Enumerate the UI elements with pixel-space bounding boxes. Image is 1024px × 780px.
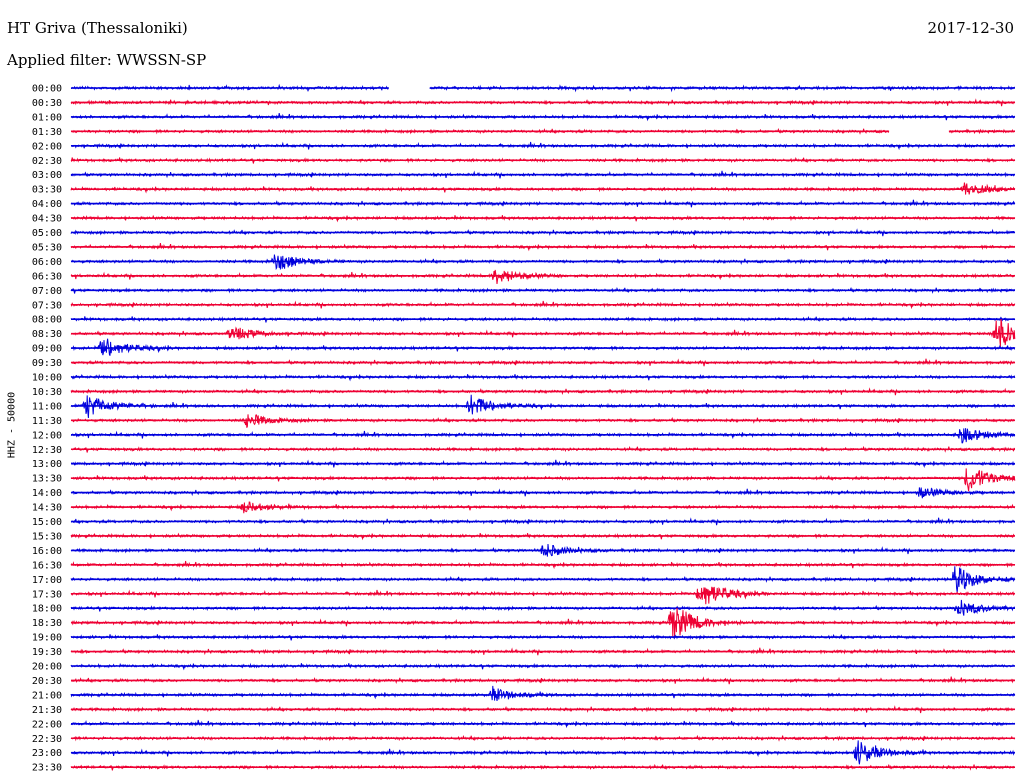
trace-time-label: 23:00 xyxy=(32,748,62,759)
trace-time-label: 05:00 xyxy=(32,228,62,239)
trace-time-label: 07:30 xyxy=(32,300,62,311)
trace-time-label: 07:00 xyxy=(32,286,62,297)
station-title: HT Griva (Thessaloniki) xyxy=(7,19,188,37)
trace-time-label: 03:30 xyxy=(32,185,62,196)
filter-label: Applied filter: WWSSN-SP xyxy=(7,51,207,69)
trace-time-label: 00:00 xyxy=(32,84,62,95)
trace-time-label: 13:00 xyxy=(32,459,62,470)
trace-time-label: 19:30 xyxy=(32,647,62,658)
seismic-trace xyxy=(70,269,1016,285)
seismic-trace xyxy=(70,338,1016,356)
trace-time-label: 14:00 xyxy=(32,488,62,499)
trace-time-label: 04:00 xyxy=(32,199,62,210)
trace-time-label: 17:00 xyxy=(32,575,62,586)
trace-time-label: 11:30 xyxy=(32,416,62,427)
trace-time-label: 06:00 xyxy=(32,257,62,268)
trace-time-label: 00:30 xyxy=(32,98,62,109)
trace-time-label: 21:30 xyxy=(32,705,62,716)
trace-time-label: 12:00 xyxy=(32,430,62,441)
trace-time-label: 06:30 xyxy=(32,271,62,282)
trace-time-label: 16:30 xyxy=(32,560,62,571)
seismic-trace xyxy=(70,685,1016,702)
trace-time-label: 09:00 xyxy=(32,344,62,355)
trace-time-label: 18:00 xyxy=(32,604,62,615)
trace-time-label: 22:00 xyxy=(32,719,62,730)
trace-time-label: 01:00 xyxy=(32,112,62,123)
trace-time-label: 04:30 xyxy=(32,214,62,225)
trace-time-label: 16:00 xyxy=(32,546,62,557)
trace-time-label: 09:30 xyxy=(32,358,62,369)
trace-time-label: 15:30 xyxy=(32,531,62,542)
trace-time-label: 10:30 xyxy=(32,387,62,398)
trace-time-label: 13:30 xyxy=(32,474,62,485)
trace-time-label: 08:30 xyxy=(32,329,62,340)
trace-time-label: 03:00 xyxy=(32,170,62,181)
seismic-trace xyxy=(70,468,1016,492)
trace-time-label: 22:30 xyxy=(32,734,62,745)
trace-time-label: 17:30 xyxy=(32,589,62,600)
trace-time-label: 21:00 xyxy=(32,690,62,701)
trace-time-label: 01:30 xyxy=(32,127,62,138)
trace-time-label: 10:00 xyxy=(32,373,62,384)
date-label: 2017-12-30 xyxy=(927,19,1014,37)
trace-time-label: 18:30 xyxy=(32,618,62,629)
trace-time-label: 15:00 xyxy=(32,517,62,528)
trace-time-label: 19:00 xyxy=(32,633,62,644)
trace-time-label: 20:00 xyxy=(32,662,62,673)
trace-time-label: 23:30 xyxy=(32,763,62,774)
trace-time-label: 20:30 xyxy=(32,676,62,687)
trace-time-label: 05:30 xyxy=(32,242,62,253)
trace-time-label: 02:30 xyxy=(32,156,62,167)
trace-time-label: 11:00 xyxy=(32,401,62,412)
seismic-trace xyxy=(70,586,1015,605)
trace-time-label: 12:30 xyxy=(32,445,62,456)
trace-time-label: 02:00 xyxy=(32,141,62,152)
trace-time-label: 14:30 xyxy=(32,503,62,514)
trace-time-label: 08:00 xyxy=(32,315,62,326)
